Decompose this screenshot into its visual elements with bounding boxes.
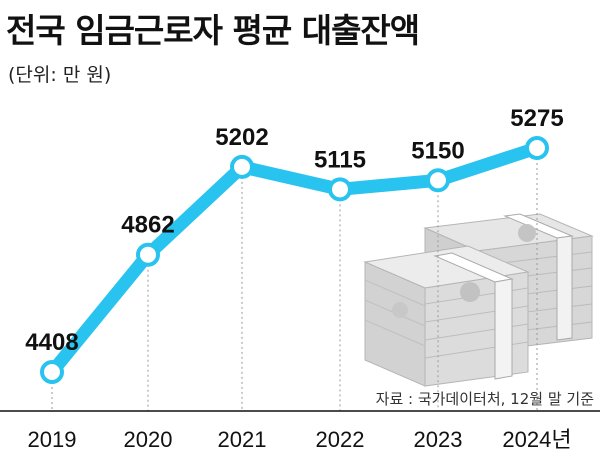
data-label-2023: 5150: [411, 137, 464, 164]
data-labels: 4408 4862 5202 5115 5150 5275: [25, 105, 563, 356]
data-point-2022: [328, 177, 352, 202]
data-points: [40, 136, 549, 384]
data-point-2019: [40, 360, 64, 384]
chart-title: 전국 임금근로자 평균 대출잔액: [6, 11, 420, 50]
data-label-2024년: 5275: [510, 105, 563, 132]
source-note: 자료 : 국가데이터처, 12월 말 기준: [375, 390, 594, 408]
data-point-2021: [230, 154, 254, 179]
banknote-stack-illustration: [363, 213, 594, 387]
unit-label: (단위: 만 원): [8, 64, 112, 86]
series-line: [45, 141, 544, 379]
data-label-2019: 4408: [25, 329, 78, 356]
data-point-2023: [426, 168, 450, 193]
x-tick-label-0: 2019: [28, 427, 77, 452]
data-label-2020: 4862: [121, 212, 174, 239]
banknote-stack-front: [363, 245, 530, 387]
data-point-2020: [136, 242, 160, 267]
x-axis-ticks: 2019 2020 2021 2022 2023 2024년: [28, 427, 572, 452]
x-tick-label-3: 2022: [316, 427, 365, 452]
x-tick-label-4: 2023: [414, 427, 463, 452]
data-point-2024년: [525, 136, 549, 160]
value-guide-lines: [51, 158, 538, 411]
x-tick-label-2: 2021: [218, 427, 267, 452]
data-label-2021: 5202: [215, 124, 268, 151]
x-tick-label-5: 2024년: [502, 427, 571, 452]
x-tick-label-1: 2020: [124, 427, 173, 452]
data-label-2022: 5115: [314, 146, 366, 173]
